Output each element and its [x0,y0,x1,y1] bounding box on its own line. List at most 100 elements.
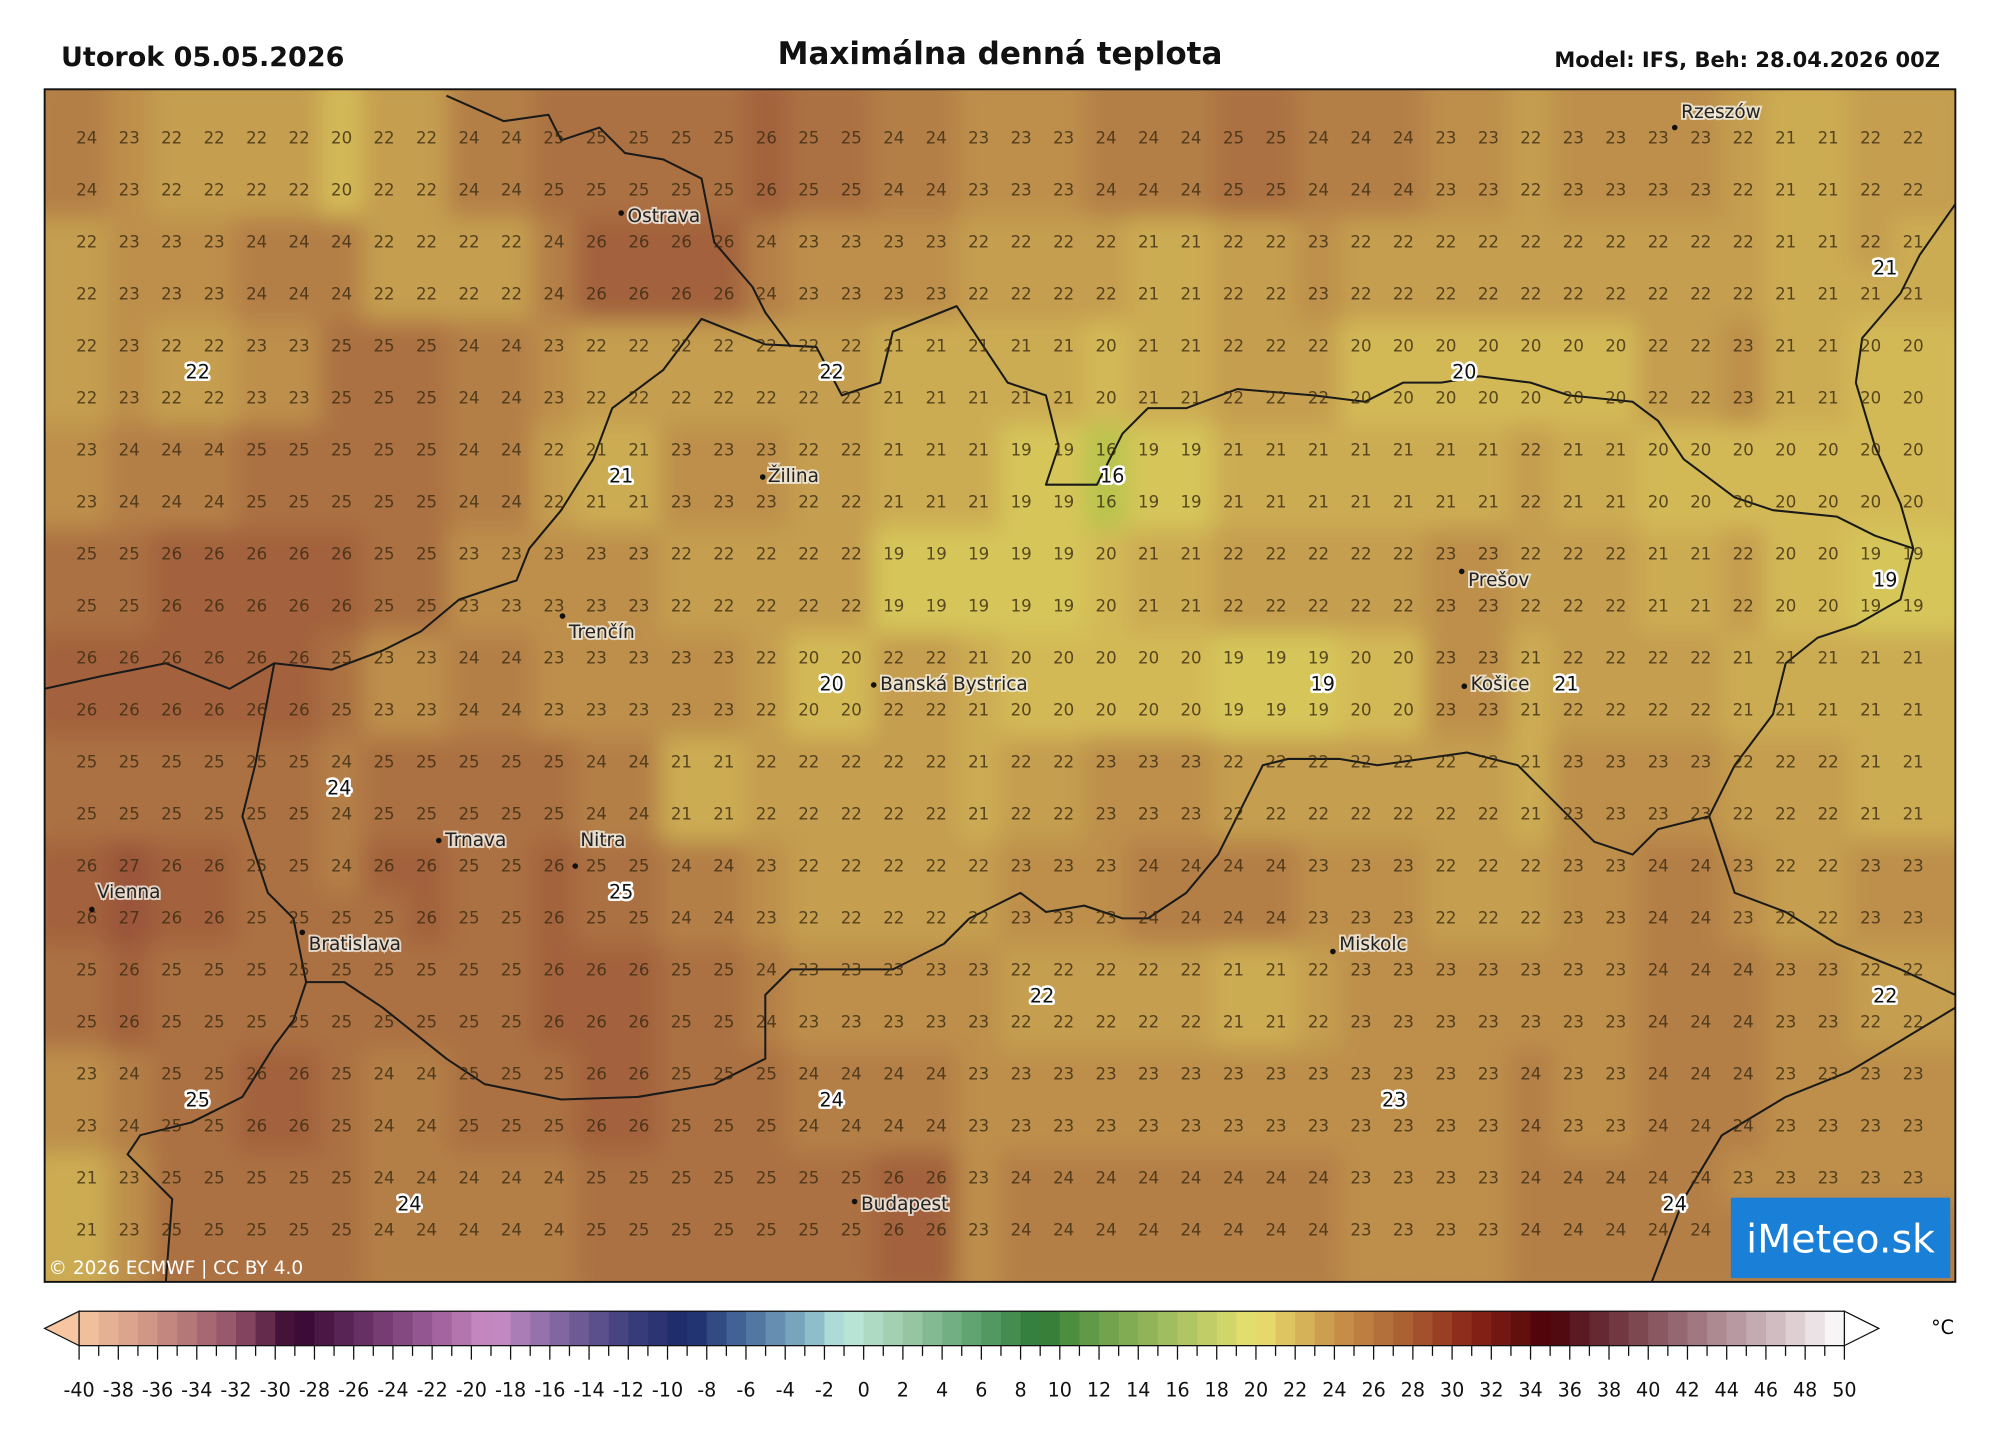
grid-value: 22 [841,544,862,563]
colorbar-segment [137,1311,159,1346]
field-cell [1721,89,1766,167]
city-marker [1458,568,1465,575]
map-area[interactable]: 24 23 22 22 22 22 20 22 22 24 24 25 25 25 25 25 26 25 25 24… [27,75,1974,1297]
field-cell [1212,580,1257,635]
grid-value: 24 [76,181,97,200]
grid-value: 24 [586,804,607,823]
field-cell [1169,528,1214,583]
grid-value: 22 [1563,648,1584,667]
grid-value: 22 [246,129,267,148]
grid-value: 25 [628,181,649,200]
grid-value: 23 [586,544,607,563]
grid-value: 25 [501,1064,522,1083]
grid-value: 23 [1605,908,1626,927]
grid-value: 23 [543,544,564,563]
field-cell [362,476,407,531]
grid-value: 24 [416,1064,437,1083]
grid-value: 21 [1775,648,1796,667]
grid-value: 22 [161,388,182,407]
grid-value: 19 [1903,544,1924,563]
grid-value: 24 [1181,181,1202,200]
grid-value: 20 [1393,648,1414,667]
field-cell [830,580,874,635]
field-cell [1594,632,1639,687]
grid-value: 19 [968,596,989,615]
extreme-value-label: 19 [1873,568,1897,591]
extreme-value-label: 22 [819,360,843,383]
grid-value: 25 [841,129,862,148]
field-cell [1467,476,1511,531]
field-cell [1254,269,1299,323]
grid-value: 23 [586,648,607,667]
colorbar-segment [1138,1311,1159,1346]
grid-value: 22 [1520,233,1541,252]
colorbar-segment [608,1311,630,1346]
grid-value: 24 [458,1220,479,1239]
grid-value: 25 [161,1012,182,1031]
grid-value: 22 [1605,233,1626,252]
grid-value: 23 [1903,1064,1924,1083]
grid-value: 24 [119,440,140,459]
grid-value: 21 [1181,596,1202,615]
imeteo-logo[interactable]: iMeteo.sk [1730,1197,1951,1279]
grid-value: 22 [1096,233,1117,252]
colorbar-segment [314,1311,335,1346]
city-label: Žilina [768,465,819,487]
colorbar-segment [922,1311,943,1346]
grid-value: 23 [968,1064,989,1083]
grid-value: 20 [1520,388,1541,407]
field-cell [447,165,492,219]
city-label: Košice [1471,674,1530,695]
grid-value: 25 [586,856,607,875]
grid-value: 23 [628,596,649,615]
grid-value: 24 [1648,1012,1669,1031]
grid-value: 24 [543,284,564,303]
field-cell [405,165,450,219]
field-cell [1212,165,1257,219]
field-cell [107,217,152,271]
grid-value: 25 [501,1012,522,1031]
colorbar-tick-label: -18 [495,1379,526,1402]
field-cell [1509,217,1554,271]
grid-value: 23 [1350,1168,1371,1187]
grid-value: 19 [968,544,989,563]
grid-value: 22 [968,908,989,927]
colorbar-tick-label: -30 [260,1379,291,1402]
city-label: Rzeszów [1681,102,1761,123]
grid-value: 23 [119,129,140,148]
field-cell [447,528,492,583]
field-cell [107,528,152,583]
grid-value: 24 [1223,1220,1244,1239]
grid-value: 22 [926,648,947,667]
city-label: Prešov [1468,570,1529,591]
grid-value: 22 [1690,700,1711,719]
colorbar-segment [1491,1311,1512,1346]
grid-value: 25 [246,1168,267,1187]
field-cell [999,269,1044,323]
extreme-value-label: 21 [609,464,633,487]
field-cell [1382,476,1426,531]
extreme-value-label: 16 [1100,464,1124,487]
field-cell [1891,217,1956,271]
field-cell [957,89,1002,167]
grid-value: 21 [1860,804,1881,823]
grid-value: 24 [289,233,310,252]
grid-value: 25 [76,1012,97,1031]
field-cell [1594,320,1639,375]
grid-value: 25 [543,129,564,148]
grid-value: 21 [926,440,947,459]
grid-value: 23 [671,648,692,667]
grid-value: 25 [628,1220,649,1239]
grid-value: 25 [161,1220,182,1239]
field-cell [830,528,874,583]
field-cell [1594,217,1639,271]
grid-value: 22 [374,181,395,200]
grid-value: 26 [374,856,395,875]
field-cell [957,424,1002,479]
field-cell [872,269,917,323]
field-cell [1764,165,1809,219]
grid-value: 23 [1690,181,1711,200]
grid-value: 21 [926,336,947,355]
grid-value: 21 [1818,129,1839,148]
grid-value: 25 [246,1012,267,1031]
